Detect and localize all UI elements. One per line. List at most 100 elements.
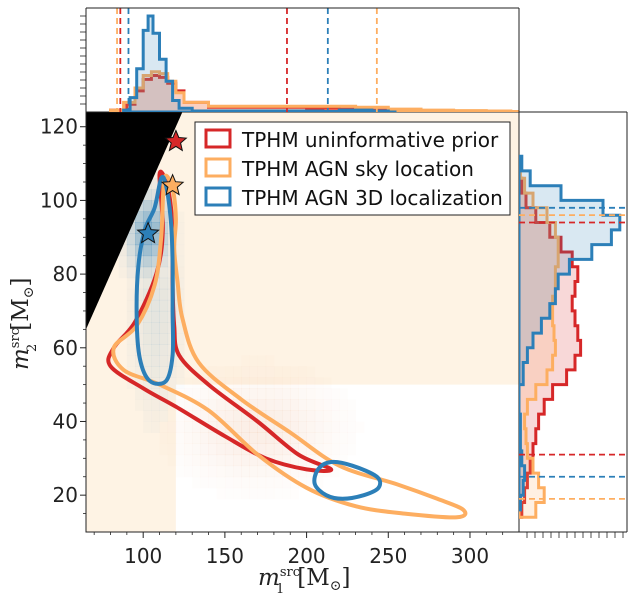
density-cell — [347, 433, 356, 445]
density-cell — [143, 422, 152, 434]
density-cell — [151, 244, 160, 257]
density-cell — [290, 465, 299, 478]
density-cell — [298, 377, 307, 389]
density-cell — [249, 465, 258, 478]
density-cell — [143, 244, 152, 257]
density-cell — [347, 399, 356, 411]
density-cell — [126, 244, 136, 257]
density-cell — [241, 476, 250, 489]
density-cell — [257, 465, 267, 478]
density-cell — [306, 410, 316, 422]
density-cell — [151, 310, 160, 323]
contour-2-secondary — [312, 459, 383, 501]
x-tick-label: 200 — [287, 544, 325, 568]
density-cell — [192, 421, 201, 433]
density-cell — [151, 322, 160, 334]
density-cell — [290, 366, 299, 378]
density-cell — [274, 488, 283, 500]
density-cell — [168, 444, 177, 456]
density-cell — [200, 477, 209, 489]
density-cell — [176, 333, 185, 345]
density-cell — [265, 476, 275, 489]
density-cell — [175, 410, 185, 422]
density-cell — [151, 255, 160, 268]
density-cell — [339, 433, 348, 445]
density-cell — [151, 233, 160, 246]
density-cell — [176, 234, 185, 246]
density-cell — [306, 432, 316, 444]
density-cell — [257, 366, 267, 378]
density-cell — [135, 299, 144, 312]
density-cell — [127, 300, 136, 312]
best-fit-star-2 — [136, 221, 160, 244]
y-tick-label: 20 — [53, 483, 78, 507]
density-cell — [225, 488, 234, 500]
density-cell — [184, 421, 193, 433]
density-cell — [159, 344, 169, 356]
density-cell — [249, 421, 258, 433]
density-cell — [143, 211, 152, 223]
density-cell — [143, 399, 152, 411]
contours — [106, 169, 468, 520]
density-cell — [224, 410, 234, 422]
density-cell — [127, 278, 136, 290]
density-cell — [273, 388, 283, 400]
density-cell — [200, 399, 209, 411]
density-cell — [257, 476, 267, 489]
density-cell — [200, 465, 209, 478]
density-cell — [241, 454, 250, 467]
density-cell — [265, 388, 275, 400]
density-cell — [273, 454, 283, 467]
density-cell — [233, 488, 242, 500]
m2-histogram-2 — [519, 154, 622, 512]
density-cell — [160, 422, 169, 434]
density-cell — [273, 476, 283, 489]
density-cell — [127, 344, 136, 356]
density-cell — [216, 421, 226, 433]
density-cell — [217, 488, 226, 500]
density-cell — [175, 432, 185, 444]
density-cell — [306, 388, 316, 400]
density-cell — [192, 410, 201, 422]
density-cell — [331, 432, 340, 444]
density-cell — [266, 355, 275, 367]
density-cell — [167, 377, 177, 389]
density-cell — [258, 355, 267, 367]
density-cell — [315, 377, 324, 389]
density-cell — [282, 476, 291, 489]
y-axis-ticks: 20 40 60 80 100 120 — [40, 115, 86, 514]
density-cell — [225, 366, 234, 378]
density-cell — [249, 476, 258, 489]
density-cell — [224, 399, 234, 411]
best-fit-star-0 — [164, 129, 188, 152]
density-cell — [159, 310, 169, 323]
density-cell — [241, 388, 250, 400]
density-cell — [159, 388, 169, 400]
density-cell — [290, 410, 299, 422]
legend-label-blue: TPHM AGN 3D localization — [241, 186, 503, 210]
density-cell — [200, 410, 209, 422]
density-cell — [233, 410, 242, 422]
density-cell — [282, 399, 291, 411]
legend: TPHM uninformative prior TPHM AGN sky lo… — [194, 121, 511, 216]
density-cell — [160, 410, 169, 422]
density-cell — [249, 488, 258, 500]
density-cell — [176, 466, 185, 478]
y-tick-label: 120 — [40, 115, 78, 139]
density-cell — [257, 377, 267, 389]
density-cell — [331, 443, 340, 456]
density-cell — [192, 454, 201, 467]
density-cell — [159, 277, 169, 290]
density-cell — [192, 388, 201, 400]
density-cell — [224, 443, 234, 456]
density-cell — [184, 443, 193, 456]
density-cell — [265, 421, 275, 433]
density-cell — [265, 366, 275, 378]
legend-swatch-orange — [204, 157, 232, 178]
density-cell — [249, 388, 258, 400]
density-cell — [200, 443, 209, 456]
density-cell — [143, 255, 152, 268]
density-cell — [143, 322, 152, 334]
density-cell — [249, 454, 258, 467]
density-cell — [208, 399, 218, 411]
